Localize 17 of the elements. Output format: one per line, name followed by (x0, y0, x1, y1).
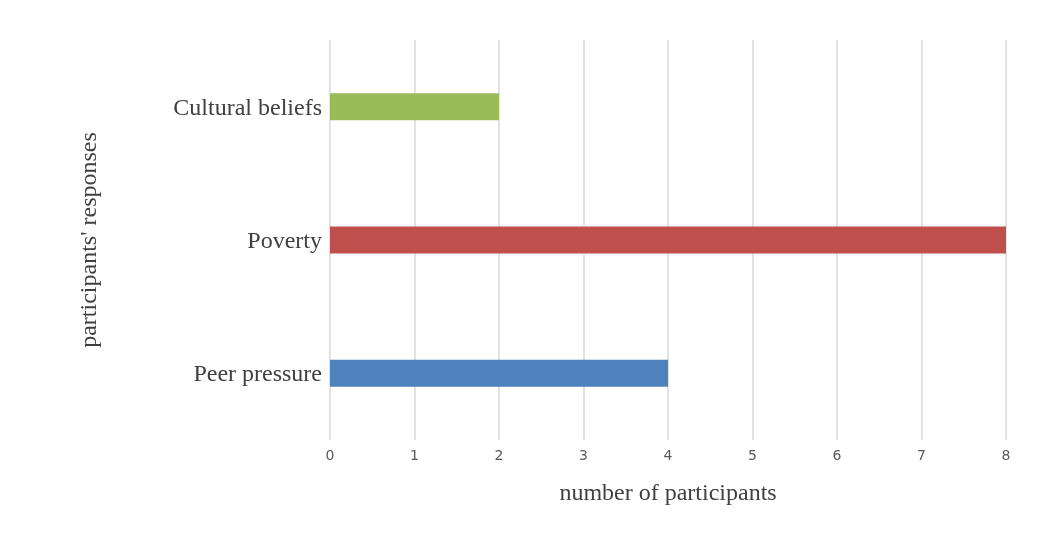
x-tick-label: 2 (494, 447, 504, 463)
bar (330, 226, 1006, 254)
bar (330, 93, 499, 121)
x-tick-label: 6 (832, 447, 842, 463)
x-tick-label: 1 (410, 447, 419, 463)
y-tick-label: Poverty (247, 227, 322, 253)
x-axis-title: number of participants (559, 479, 777, 505)
x-tick-label: 8 (1001, 447, 1011, 463)
x-tick-label: 3 (579, 447, 588, 463)
x-tick-label: 5 (748, 447, 757, 463)
x-tick-label: 7 (917, 447, 926, 463)
bar (330, 359, 668, 387)
y-tick-label: Peer pressure (193, 360, 322, 387)
y-axis-title: participants' responses (75, 132, 101, 348)
y-tick-label: Cultural beliefs (173, 93, 322, 120)
x-tick-label: 4 (663, 447, 673, 463)
x-tick-label: 0 (325, 447, 335, 463)
